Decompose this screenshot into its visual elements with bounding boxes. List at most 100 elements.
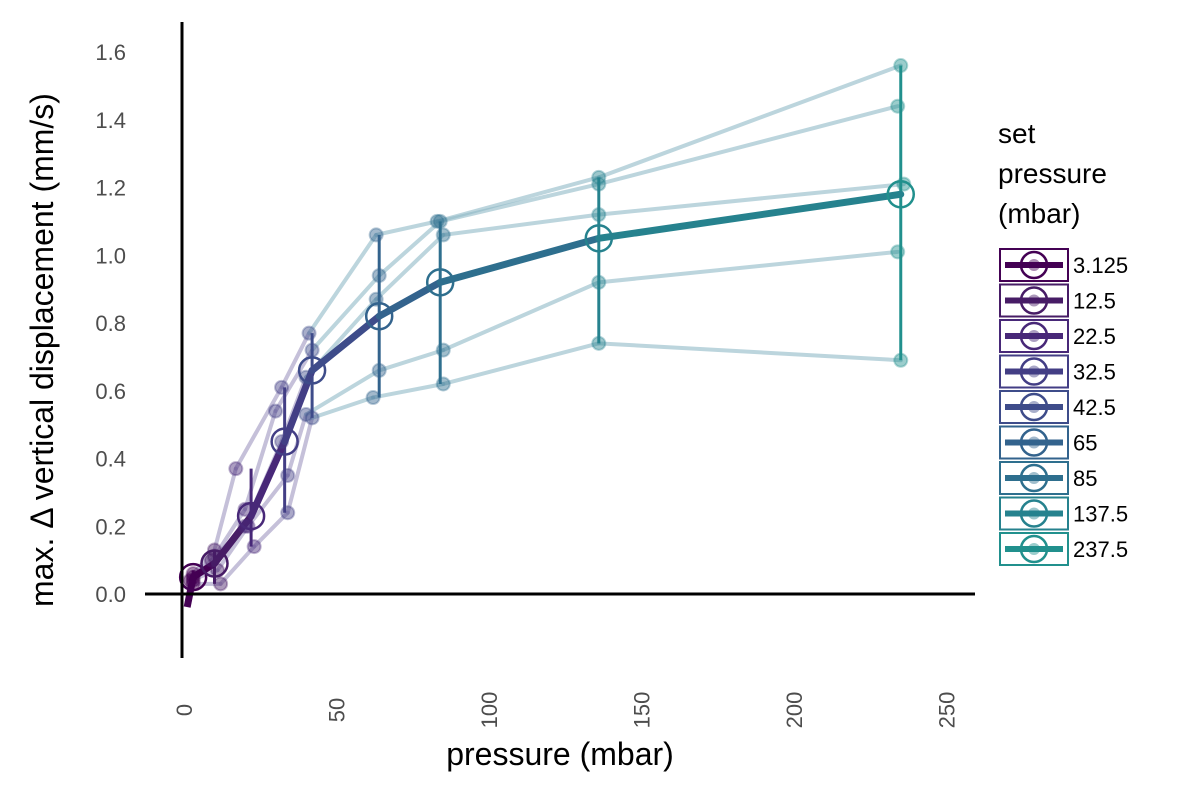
replicate-point — [368, 227, 384, 243]
replicate-point — [182, 572, 198, 588]
replicate-line-segment — [371, 381, 446, 400]
legend-key-mean-circle — [1019, 534, 1049, 564]
replicate-line-segment — [252, 510, 290, 549]
replicate-point — [435, 342, 451, 358]
legend-title-line-2: pressure — [998, 158, 1107, 189]
legend-key-point — [1028, 507, 1040, 520]
replicate-line-segment — [218, 544, 257, 586]
mean-line-segment — [595, 190, 905, 242]
legend-key-point — [1028, 330, 1040, 342]
legend-entry: 12.5 — [999, 283, 1116, 318]
legend-label: 12.5 — [1073, 289, 1116, 314]
replicate-point — [304, 342, 320, 358]
legend-key-point — [1028, 259, 1040, 271]
legend-key-box — [999, 532, 1069, 566]
replicate-point — [591, 176, 607, 192]
legend-key-box — [999, 283, 1069, 318]
replicate-lines — [188, 63, 906, 586]
legend-key-box — [999, 461, 1069, 495]
replicate-point — [274, 434, 290, 450]
replicate-point — [591, 335, 607, 351]
replicate-line-segment — [377, 348, 446, 373]
replicate-point — [591, 274, 607, 290]
y-tick-label: 1.2 — [95, 176, 126, 201]
replicate-point — [185, 566, 201, 582]
y-axis-title: max. Δ vertical displacement (mm/s) — [24, 93, 60, 607]
y-tick-label: 1.0 — [95, 243, 126, 268]
replicate-line-segment — [441, 280, 601, 353]
legend-entry: 3.125 — [999, 248, 1128, 282]
replicate-line-segment — [377, 219, 443, 278]
legend-label: 3.125 — [1073, 253, 1128, 278]
legend-key-point — [1028, 365, 1040, 378]
legend-key-point — [1028, 472, 1040, 484]
replicate-point — [890, 98, 906, 114]
replicate-line-segment — [215, 524, 251, 573]
replicate-line-segment — [441, 212, 601, 237]
replicate-point — [435, 227, 451, 243]
legend-key-mean-circle — [1019, 499, 1049, 528]
x-tick-label: 0 — [172, 704, 197, 716]
replicate-point — [301, 325, 317, 341]
legend-label: 32.5 — [1073, 360, 1116, 385]
replicate-point — [591, 169, 607, 185]
mean-point — [270, 427, 299, 456]
legend-key-mean-circle — [1019, 392, 1049, 422]
mean-line-segment — [183, 576, 197, 608]
legend-entry: 42.5 — [999, 390, 1116, 424]
legend-key-box — [999, 319, 1069, 353]
mean-point — [425, 268, 455, 297]
legend-key-mean-circle — [1019, 357, 1049, 386]
replicate-point — [429, 213, 445, 229]
mean-point — [236, 501, 266, 531]
legend-key-point — [1028, 436, 1040, 449]
replicate-line-segment — [596, 63, 903, 180]
replicate-point — [371, 362, 387, 378]
replicate-point — [268, 403, 283, 419]
legend-entry: 137.5 — [999, 496, 1128, 531]
mean-point — [297, 356, 327, 385]
replicate-line-segment — [596, 249, 900, 285]
replicate-line-segment — [596, 341, 903, 363]
replicate-point — [280, 505, 296, 521]
replicate-point — [298, 406, 314, 422]
replicate-point — [185, 569, 201, 585]
legend-entries: 3.125 12.5 22.5 32.5 42.5 65 85 137.5 237.5 — [999, 248, 1128, 566]
y-ticks: 0.0 0.2 0.4 0.6 0.8 1.0 1.2 1.4 1.6 — [95, 40, 126, 607]
replicate-points — [182, 58, 912, 592]
replicate-point — [435, 376, 451, 392]
mean-line-segment — [211, 512, 255, 568]
replicate-point — [228, 461, 244, 477]
replicate-point — [893, 58, 909, 74]
replicate-point — [213, 576, 229, 592]
x-axis-title: pressure (mbar) — [446, 736, 674, 772]
replicate-line-segment — [310, 273, 382, 353]
mean-line — [183, 190, 905, 608]
replicate-point — [274, 379, 290, 395]
legend-key-point — [1028, 294, 1040, 307]
replicate-line-segment — [596, 104, 900, 187]
replicate-line-segment — [374, 219, 440, 237]
legend-key-box — [999, 354, 1069, 389]
legend-title-line-3: (mbar) — [998, 198, 1080, 229]
replicate-line-segment — [438, 182, 601, 224]
legend-label: 85 — [1073, 466, 1097, 491]
x-tick-label: 250 — [935, 692, 960, 729]
x-tick-label: 50 — [325, 698, 350, 722]
legend-key-mean-circle — [1019, 428, 1049, 457]
legend-entry: 22.5 — [999, 319, 1116, 353]
replicate-line-segment — [441, 341, 601, 386]
replicate-point — [246, 539, 262, 555]
legend-key-box — [999, 425, 1069, 460]
replicate-point — [304, 410, 320, 426]
error-bars — [191, 65, 903, 588]
x-ticks: 0 50 100 150 200 250 — [172, 692, 960, 729]
replicate-line-segment — [246, 473, 290, 529]
legend-key-mean-circle — [1019, 321, 1049, 351]
mean-point — [364, 301, 394, 331]
legend-label: 237.5 — [1073, 537, 1128, 562]
replicate-point — [591, 207, 607, 223]
legend: set pressure (mbar) 3.125 12.5 22.5 32.5 42.… — [998, 118, 1128, 566]
mean-point — [178, 562, 208, 592]
legend-key-point — [1028, 401, 1040, 413]
